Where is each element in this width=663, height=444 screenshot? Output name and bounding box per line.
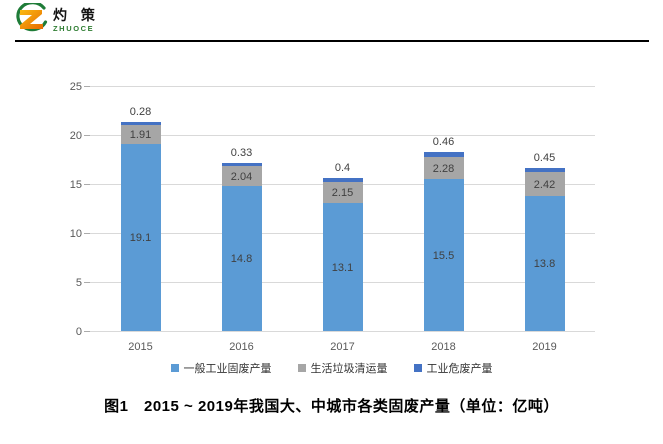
bar-2018: 15.5 2.28 0.46 xyxy=(423,86,464,331)
legend-label: 工业危废产量 xyxy=(426,363,493,375)
segment-value-label: 1.91 xyxy=(129,129,152,142)
bar-top-label: 0.33 xyxy=(230,146,253,159)
segment-value-label: 2.15 xyxy=(331,187,354,200)
bar-2016: 14.8 2.04 0.33 xyxy=(221,86,262,331)
plot-area: 0 5 10 15 20 25 19.1 1.91 0.28 2015 14.8 2.04 0.33 20… xyxy=(70,81,595,353)
bar-segment xyxy=(322,181,363,203)
bar-segment xyxy=(322,202,363,331)
bar-segment xyxy=(423,156,464,180)
bar-segment xyxy=(221,185,262,331)
logo-name-en: ZHUOCE xyxy=(53,23,95,33)
y-tick-label: 10 xyxy=(69,228,82,240)
x-category-label: 2017 xyxy=(330,341,355,353)
bar-top-label: 0.46 xyxy=(432,136,455,149)
chart-legend: 一般工业固废产量 生活垃圾清运量 工业危废产量 xyxy=(0,360,663,376)
segment-value-label: 19.1 xyxy=(129,232,152,245)
stacked-bar-chart: 0 5 10 15 20 25 19.1 1.91 0.28 2015 14.8 2.04 0.33 20… xyxy=(0,60,663,360)
y-tick-label: 0 xyxy=(75,326,82,338)
bar-segment xyxy=(120,125,161,144)
logo-z-icon xyxy=(16,3,48,32)
segment-value-label: 13.8 xyxy=(533,258,556,271)
legend-item: 工业危废产量 xyxy=(413,360,493,376)
bar-top-label: 0.45 xyxy=(533,151,556,164)
y-axis-tick xyxy=(84,85,90,87)
company-logo: 灼 策 ZHUOCE xyxy=(14,3,100,37)
x-category-label: 2019 xyxy=(532,341,557,353)
y-tick-label: 25 xyxy=(69,81,82,93)
segment-value-label: 15.5 xyxy=(432,250,455,263)
segment-value-label: 2.42 xyxy=(533,178,556,191)
bar-segment xyxy=(120,143,161,331)
bar-top-label: 0.28 xyxy=(129,106,152,119)
bar-segment xyxy=(322,177,363,182)
y-tick-label: 5 xyxy=(75,277,82,289)
bar-2019: 13.8 2.42 0.45 xyxy=(524,86,565,331)
gridline xyxy=(90,85,595,87)
logo-name-cn: 灼 策 xyxy=(53,6,100,23)
y-axis-tick xyxy=(84,232,90,234)
x-category-label: 2018 xyxy=(431,341,456,353)
gridline xyxy=(90,330,595,332)
segment-value-label: 14.8 xyxy=(230,253,253,266)
legend-swatch xyxy=(297,364,306,372)
bar-segment xyxy=(221,162,262,166)
bar-2015: 19.1 1.91 0.28 xyxy=(120,86,161,331)
figure-caption: 图1 2015 ~ 2019年我国大、中城市各类固废产量（单位：亿吨） xyxy=(104,398,559,415)
y-axis-tick xyxy=(84,183,90,185)
x-category-label: 2015 xyxy=(128,341,153,353)
y-axis-tick xyxy=(84,330,90,332)
legend-label: 一般工业固废产量 xyxy=(183,363,272,375)
y-axis-tick xyxy=(84,134,90,136)
header-divider xyxy=(15,40,649,42)
segment-value-label: 2.04 xyxy=(230,170,253,183)
bar-segment xyxy=(524,195,565,331)
bar-top-label: 0.4 xyxy=(334,161,351,174)
legend-label: 生活垃圾清运量 xyxy=(310,363,388,375)
bar-segment xyxy=(524,172,565,196)
legend-item: 生活垃圾清运量 xyxy=(297,360,388,376)
bar-segment xyxy=(423,179,464,331)
legend-swatch xyxy=(170,364,179,372)
legend-swatch xyxy=(413,364,422,372)
y-tick-label: 15 xyxy=(69,179,82,191)
y-tick-label: 20 xyxy=(69,130,82,142)
bar-segment xyxy=(120,122,161,126)
x-category-label: 2016 xyxy=(229,341,254,353)
legend-item: 一般工业固废产量 xyxy=(170,360,272,376)
y-axis-tick xyxy=(84,281,90,283)
bar-segment xyxy=(423,152,464,157)
segment-value-label: 13.1 xyxy=(331,261,354,274)
bar-segment xyxy=(524,167,565,173)
segment-value-label: 2.28 xyxy=(432,162,455,175)
bar-2017: 13.1 2.15 0.4 xyxy=(322,86,363,331)
gridline xyxy=(90,134,595,136)
bar-segment xyxy=(221,165,262,186)
